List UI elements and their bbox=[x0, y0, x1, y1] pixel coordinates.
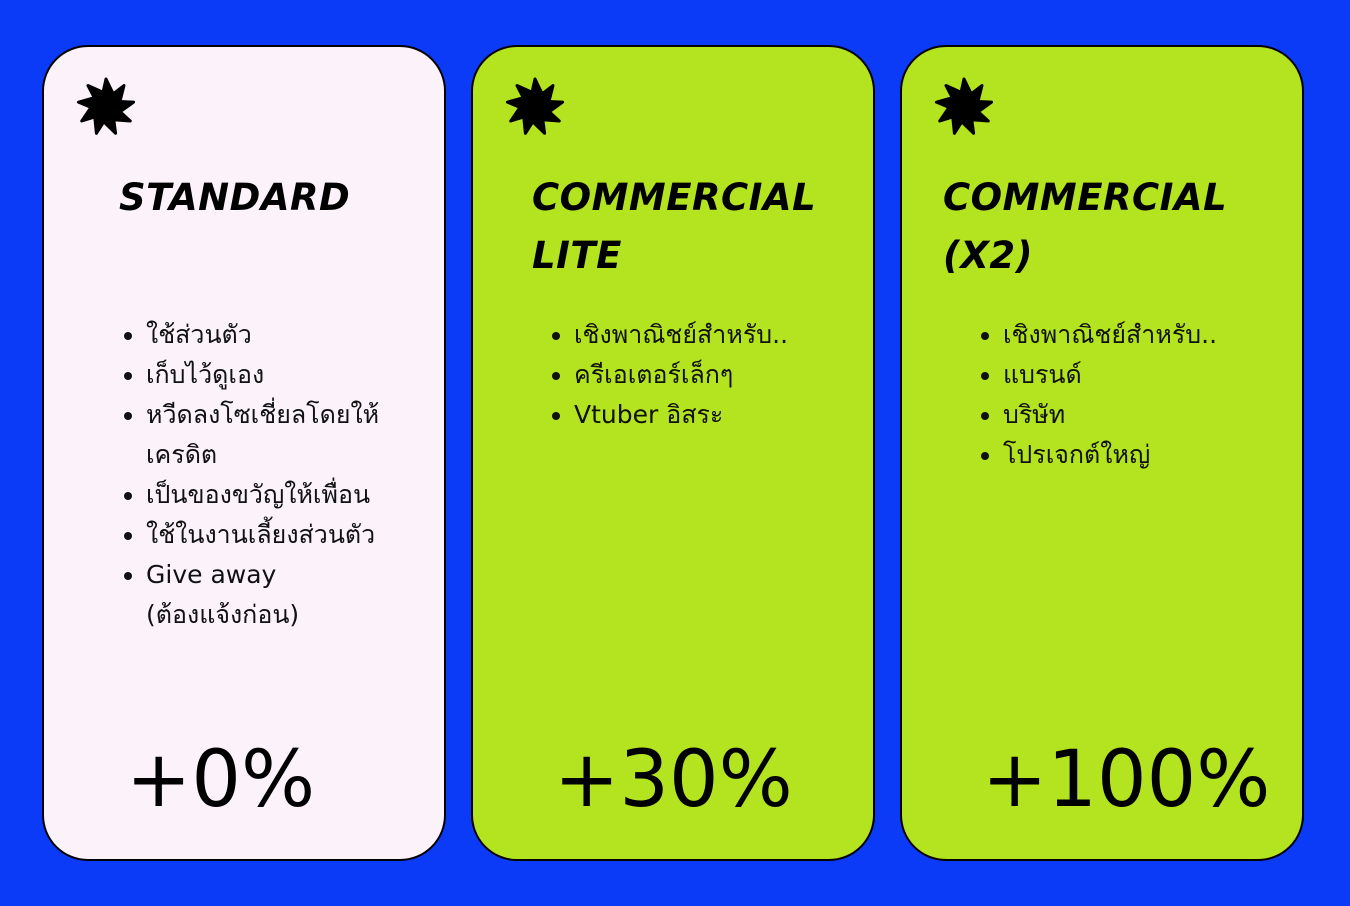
pricing-card-standard: STANDARD ใช้ส่วนตัว เก็บไว้ดูเอง หวีดลงโ… bbox=[42, 45, 446, 861]
pricing-card-commercial-x2: COMMERCIAL(X2) เชิงพาณิชย์สำหรับ.. แบรนด… bbox=[900, 45, 1304, 861]
feature-item: เป็นของขวัญให้เพื่อน bbox=[146, 475, 416, 515]
feature-list: เชิงพาณิชย์สำหรับ.. ครีเอเตอร์เล็กๆ Vtub… bbox=[546, 315, 844, 435]
card-title: STANDARD bbox=[119, 176, 351, 219]
price-modifier: +0% bbox=[126, 735, 316, 825]
feature-item: ครีเอเตอร์เล็กๆ bbox=[574, 355, 844, 395]
star-burst-icon bbox=[934, 77, 994, 135]
feature-item: หวีดลงโซเชี่ยลโดยให้เครดิต bbox=[146, 395, 416, 475]
feature-item: แบรนด์ bbox=[1003, 355, 1273, 395]
feature-list: ใช้ส่วนตัว เก็บไว้ดูเอง หวีดลงโซเชี่ยลโด… bbox=[118, 315, 416, 635]
star-burst-icon bbox=[76, 77, 136, 135]
feature-item: Vtuber อิสระ bbox=[574, 395, 844, 435]
card-title: COMMERCIAL (X2) bbox=[943, 176, 1228, 277]
feature-list: เชิงพาณิชย์สำหรับ.. แบรนด์ บริษัท โปรเจก… bbox=[975, 315, 1273, 475]
feature-item: เชิงพาณิชย์สำหรับ.. bbox=[574, 315, 844, 355]
star-burst-icon bbox=[505, 77, 565, 135]
price-modifier: +100% bbox=[982, 735, 1271, 825]
feature-item: เชิงพาณิชย์สำหรับ.. bbox=[1003, 315, 1273, 355]
feature-item: Give away (ต้องแจ้งก่อน) bbox=[146, 555, 316, 635]
card-title: COMMERCIAL LITE bbox=[532, 176, 817, 277]
feature-item: บริษัท bbox=[1003, 395, 1273, 435]
feature-item: ใช้ในงานเลี้ยงส่วนตัว bbox=[146, 515, 416, 555]
feature-item: โปรเจกต์ใหญ่ bbox=[1003, 435, 1273, 475]
feature-item: ใช้ส่วนตัว bbox=[146, 315, 416, 355]
feature-item: เก็บไว้ดูเอง bbox=[146, 355, 416, 395]
price-modifier: +30% bbox=[554, 735, 793, 825]
